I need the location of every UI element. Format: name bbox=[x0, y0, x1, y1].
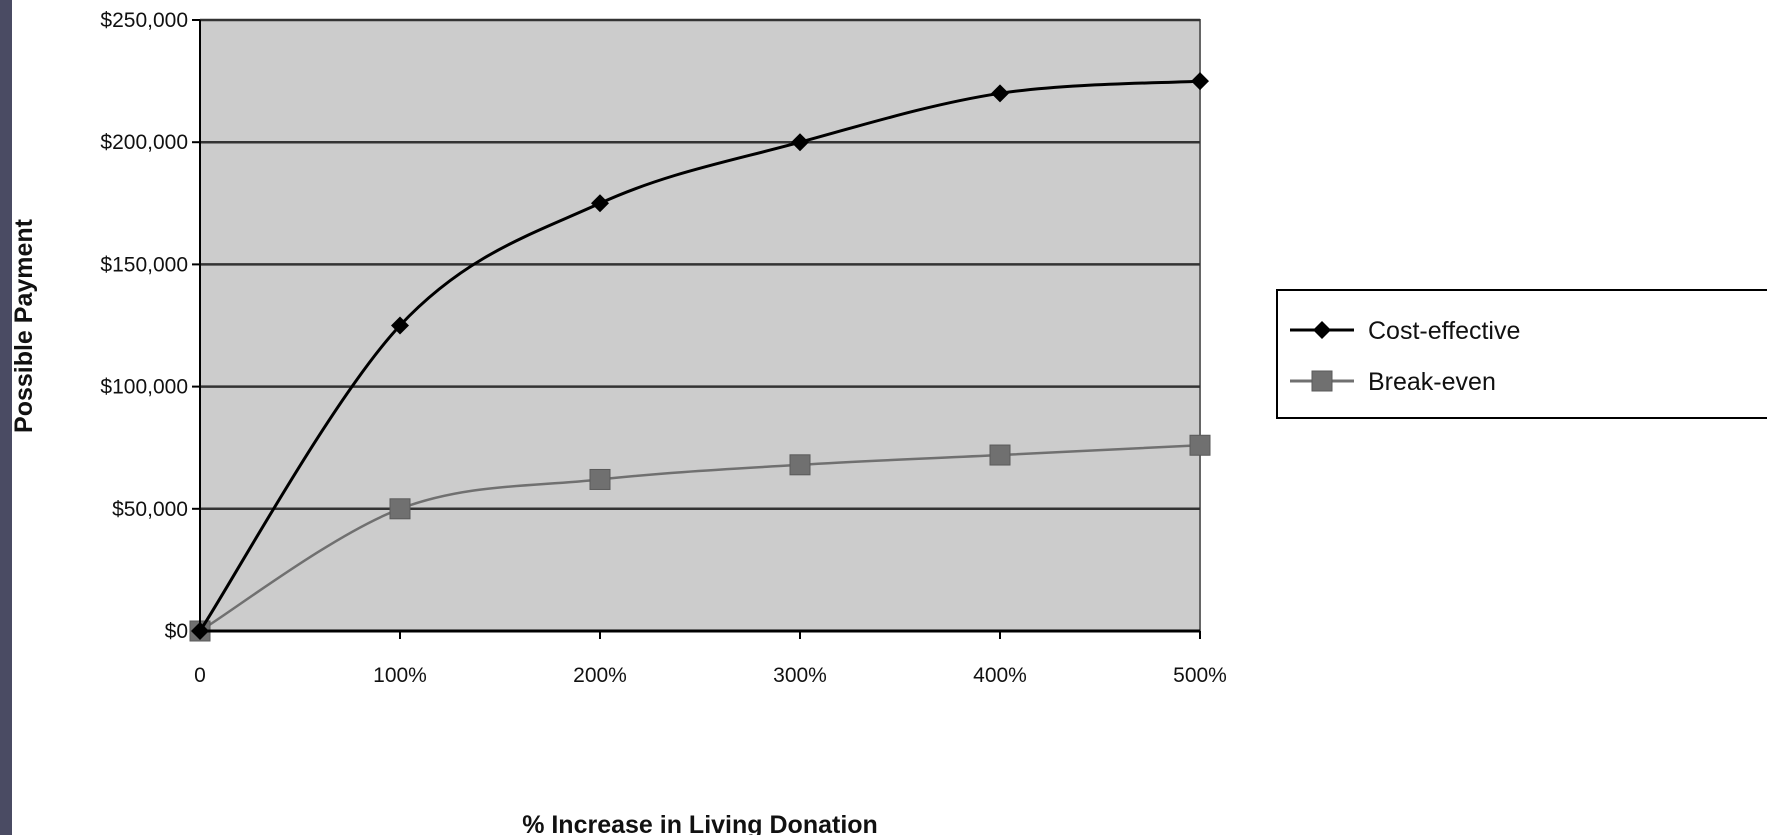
legend-marker-cost-effective bbox=[1313, 321, 1331, 339]
legend-label-cost-effective: Cost-effective bbox=[1368, 317, 1520, 345]
data-point-break-even bbox=[989, 444, 1011, 466]
y-tick-label: $250,000 bbox=[100, 9, 188, 32]
y-tick-label: $0 bbox=[165, 620, 188, 643]
data-point-cost-effective bbox=[391, 316, 409, 335]
series-layer bbox=[189, 72, 1211, 642]
gridlines bbox=[200, 18, 1200, 511]
data-point-cost-effective bbox=[791, 133, 809, 152]
legend-item-break-even: Break-even bbox=[1290, 368, 1496, 396]
y-axis-ticks: $0 $50,000 $100,000 $150,000 $200,000 $250,00… bbox=[100, 9, 200, 643]
y-tick-label: $150,000 bbox=[100, 253, 188, 276]
legend-label-break-even: Break-even bbox=[1368, 368, 1496, 396]
data-point-cost-effective bbox=[991, 84, 1009, 103]
plot-area bbox=[199, 19, 1201, 632]
x-tick-label: 200% bbox=[573, 664, 627, 687]
x-axis-title: % Increase in Living Donation bbox=[522, 811, 878, 835]
x-tick-label: 100% bbox=[373, 664, 427, 687]
line-chart: $0 $50,000 $100,000 $150,000 $200,000 $250,00… bbox=[12, 9, 1767, 835]
series-line-cost-effective bbox=[198, 79, 1201, 632]
x-tick-label: 0 bbox=[194, 664, 206, 687]
legend-item-cost-effective: Cost-effective bbox=[1290, 317, 1520, 345]
x-tick-label: 400% bbox=[973, 664, 1027, 687]
legend-marker-break-even bbox=[1311, 370, 1333, 392]
y-tick-label: $50,000 bbox=[112, 498, 188, 521]
series-cost-effective bbox=[191, 72, 1209, 640]
y-tick-label: $100,000 bbox=[100, 376, 188, 399]
y-axis-title: Possible Payment bbox=[12, 218, 38, 433]
x-tick-label: 300% bbox=[773, 664, 827, 687]
series-line-break-even bbox=[199, 444, 1201, 633]
data-point-break-even bbox=[789, 454, 811, 476]
data-point-break-even bbox=[1189, 434, 1211, 456]
y-tick-label: $200,000 bbox=[100, 131, 188, 154]
data-point-break-even bbox=[389, 498, 411, 520]
x-tick-label: 500% bbox=[1173, 664, 1227, 687]
data-point-break-even bbox=[589, 468, 611, 490]
chart-card: $0 $50,000 $100,000 $150,000 $200,000 $250,00… bbox=[12, 0, 1767, 835]
data-point-cost-effective bbox=[591, 194, 609, 213]
data-point-cost-effective bbox=[1191, 72, 1209, 91]
legend-box bbox=[1276, 289, 1767, 419]
x-axis-ticks: 0 100% 200% 300% 400% 500% bbox=[194, 631, 1227, 687]
legend: Cost-effective Break-even bbox=[1276, 289, 1767, 419]
